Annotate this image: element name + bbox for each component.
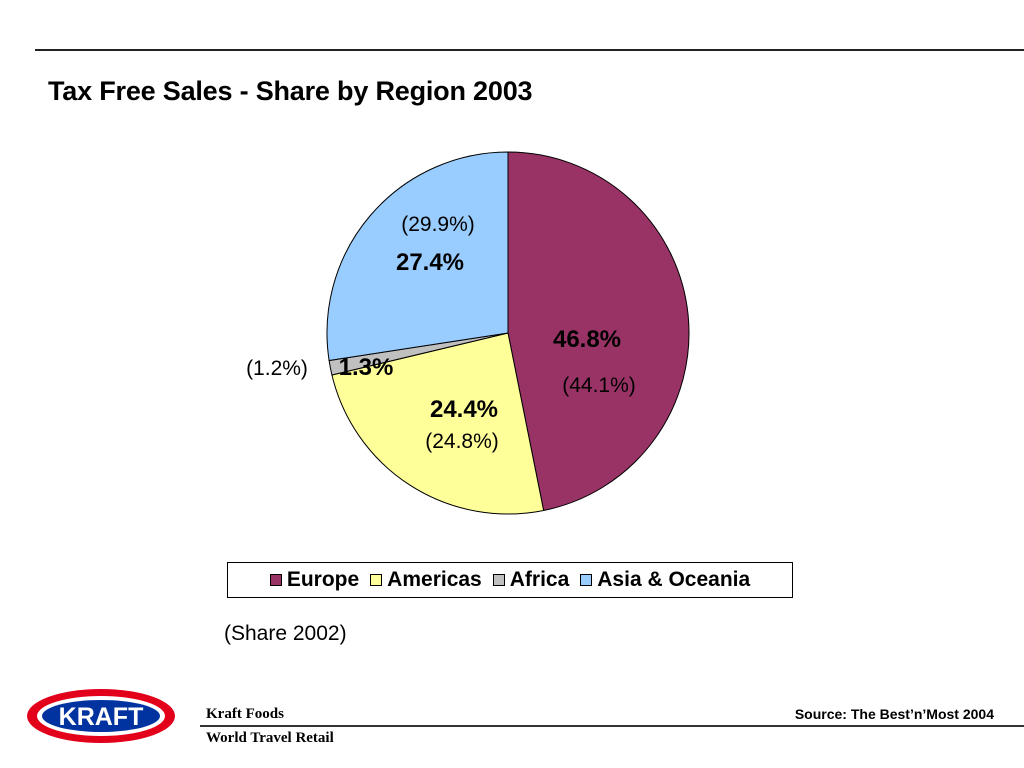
top-divider — [35, 49, 1024, 51]
slice-americas — [331, 332, 545, 515]
chart-legend: Europe Americas Africa Asia & Oceania — [227, 562, 793, 598]
previous-label-asia-oceania: (29.9%) — [401, 213, 475, 236]
legend-label: Asia & Oceania — [597, 568, 751, 591]
legend-swatch — [580, 574, 593, 586]
data-label-europe: 46.8% — [553, 326, 621, 353]
source-note: Source: The Best’n’Most 2004 — [794, 706, 994, 722]
slice-europe — [507, 151, 690, 512]
previous-label-africa: (1.2%) — [246, 357, 308, 380]
previous-label-europe: (44.1%) — [562, 374, 636, 397]
legend-swatch — [370, 574, 383, 586]
legend-item-asia-oceania: Asia & Oceania — [580, 568, 750, 592]
slice-asia-oceania — [326, 151, 509, 362]
legend-swatch — [492, 574, 505, 586]
footer-divider — [200, 725, 1024, 727]
logo-text: KRAFT — [59, 703, 144, 731]
legend-swatch — [269, 574, 282, 586]
previous-label-americas: (24.8%) — [425, 430, 499, 453]
division-name: World Travel Retail — [206, 730, 334, 746]
chart-title: Tax Free Sales - Share by Region 2003 — [48, 76, 533, 106]
kraft-logo: KRAFT — [27, 689, 175, 743]
previous-year-note: (Share 2002) — [224, 622, 347, 645]
data-label-africa: 1.3% — [339, 354, 394, 381]
legend-item-americas: Americas — [370, 568, 482, 592]
legend-label: Americas — [387, 568, 482, 591]
data-label-asia-oceania: 27.4% — [396, 249, 464, 276]
legend-label: Europe — [286, 568, 360, 591]
legend-item-europe: Europe — [269, 568, 360, 592]
data-label-americas: 24.4% — [430, 396, 498, 423]
legend-label: Africa — [509, 568, 570, 591]
company-name: Kraft Foods — [206, 706, 284, 722]
legend-item-africa: Africa — [492, 568, 570, 592]
